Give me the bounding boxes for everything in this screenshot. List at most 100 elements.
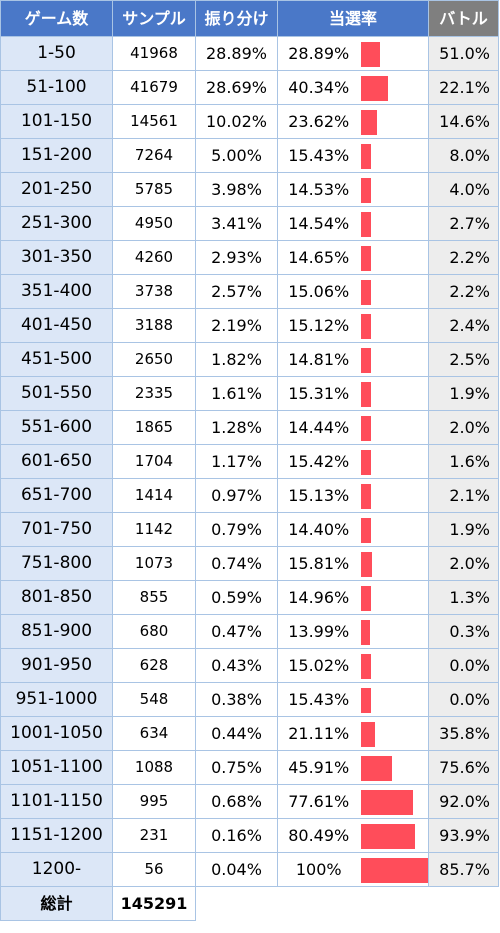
rate-bar-cell xyxy=(359,852,429,887)
table-row: 501-550 2335 1.61% 15.31% 1.9% xyxy=(0,376,499,411)
total-label: 総計 xyxy=(0,886,113,921)
rate-bar-cell xyxy=(359,376,429,411)
games-cell: 401-450 xyxy=(0,308,113,343)
battle-cell: 2.1% xyxy=(428,478,499,513)
rate-cell: 28.89% xyxy=(277,36,360,71)
rate-cell: 15.06% xyxy=(277,274,360,309)
samples-cell: 2335 xyxy=(112,376,196,411)
rate-cell: 14.54% xyxy=(277,206,360,241)
battle-cell: 0.0% xyxy=(428,682,499,717)
rate-bar xyxy=(360,722,375,747)
table-row: 1151-1200 231 0.16% 80.49% 93.9% xyxy=(0,818,499,853)
table-row: 151-200 7264 5.00% 15.43% 8.0% xyxy=(0,138,499,173)
share-cell: 28.69% xyxy=(195,70,278,105)
header-row: ゲーム数 サンプル 振り分け 当選率 バトル xyxy=(0,0,499,37)
rate-bar xyxy=(360,858,428,883)
rate-cell: 21.11% xyxy=(277,716,360,751)
share-cell: 1.82% xyxy=(195,342,278,377)
battle-cell: 0.0% xyxy=(428,648,499,683)
share-cell: 2.19% xyxy=(195,308,278,343)
header-share: 振り分け xyxy=(195,0,278,37)
share-cell: 0.43% xyxy=(195,648,278,683)
games-cell: 151-200 xyxy=(0,138,113,173)
samples-cell: 7264 xyxy=(112,138,196,173)
battle-cell: 35.8% xyxy=(428,716,499,751)
table-row: 851-900 680 0.47% 13.99% 0.3% xyxy=(0,614,499,649)
total-row: 総計 145291 xyxy=(0,886,499,921)
games-cell: 1-50 xyxy=(0,36,113,71)
battle-cell: 2.7% xyxy=(428,206,499,241)
rate-cell: 14.44% xyxy=(277,410,360,445)
rate-bar-cell xyxy=(359,444,429,479)
table-row: 301-350 4260 2.93% 14.65% 2.2% xyxy=(0,240,499,275)
share-cell: 1.61% xyxy=(195,376,278,411)
samples-cell: 995 xyxy=(112,784,196,819)
rate-cell: 100% xyxy=(277,852,360,887)
rate-cell: 45.91% xyxy=(277,750,360,785)
battle-cell: 0.3% xyxy=(428,614,499,649)
share-cell: 0.75% xyxy=(195,750,278,785)
rate-cell: 77.61% xyxy=(277,784,360,819)
header-games: ゲーム数 xyxy=(0,0,113,37)
rate-bar-cell xyxy=(359,342,429,377)
rate-bar-cell xyxy=(359,138,429,173)
games-cell: 1200- xyxy=(0,852,113,887)
table-row: 701-750 1142 0.79% 14.40% 1.9% xyxy=(0,512,499,547)
table-body: 1-50 41968 28.89% 28.89% 51.0% 51-100 41679 28.… xyxy=(0,36,499,887)
samples-cell: 680 xyxy=(112,614,196,649)
rate-bar xyxy=(360,756,392,781)
battle-cell: 4.0% xyxy=(428,172,499,207)
battle-cell: 2.4% xyxy=(428,308,499,343)
table-row: 101-150 14561 10.02% 23.62% 14.6% xyxy=(0,104,499,139)
rate-bar-cell xyxy=(359,70,429,105)
samples-cell: 1088 xyxy=(112,750,196,785)
battle-cell: 2.0% xyxy=(428,546,499,581)
rate-cell: 15.43% xyxy=(277,138,360,173)
header-samples: サンプル xyxy=(112,0,196,37)
samples-cell: 4260 xyxy=(112,240,196,275)
samples-cell: 56 xyxy=(112,852,196,887)
rate-bar-cell xyxy=(359,512,429,547)
samples-cell: 41679 xyxy=(112,70,196,105)
games-cell: 351-400 xyxy=(0,274,113,309)
rate-cell: 15.42% xyxy=(277,444,360,479)
rate-bar xyxy=(360,42,380,67)
total-empty-cell xyxy=(428,886,499,921)
rate-bar-cell xyxy=(359,308,429,343)
rate-cell: 14.40% xyxy=(277,512,360,547)
table-row: 451-500 2650 1.82% 14.81% 2.5% xyxy=(0,342,499,377)
battle-cell: 1.9% xyxy=(428,512,499,547)
samples-cell: 14561 xyxy=(112,104,196,139)
games-cell: 1101-1150 xyxy=(0,784,113,819)
share-cell: 0.68% xyxy=(195,784,278,819)
rate-bar-cell xyxy=(359,580,429,615)
rate-bar xyxy=(360,484,371,509)
samples-cell: 548 xyxy=(112,682,196,717)
games-cell: 751-800 xyxy=(0,546,113,581)
share-cell: 0.97% xyxy=(195,478,278,513)
total-value: 145291 xyxy=(112,886,196,921)
samples-cell: 41968 xyxy=(112,36,196,71)
games-cell: 1051-1100 xyxy=(0,750,113,785)
table-row: 901-950 628 0.43% 15.02% 0.0% xyxy=(0,648,499,683)
table-row: 1200- 56 0.04% 100% 85.7% xyxy=(0,852,499,887)
battle-cell: 14.6% xyxy=(428,104,499,139)
total-empty-cell xyxy=(195,886,278,921)
battle-cell: 8.0% xyxy=(428,138,499,173)
table-row: 351-400 3738 2.57% 15.06% 2.2% xyxy=(0,274,499,309)
rate-bar xyxy=(360,348,371,373)
battle-cell: 93.9% xyxy=(428,818,499,853)
battle-cell: 2.2% xyxy=(428,240,499,275)
games-cell: 201-250 xyxy=(0,172,113,207)
rate-cell: 40.34% xyxy=(277,70,360,105)
table-row: 651-700 1414 0.97% 15.13% 2.1% xyxy=(0,478,499,513)
rate-bar xyxy=(360,620,370,645)
rate-bar xyxy=(360,824,415,849)
battle-cell: 1.3% xyxy=(428,580,499,615)
header-rate: 当選率 xyxy=(277,0,429,37)
share-cell: 1.17% xyxy=(195,444,278,479)
table-row: 1-50 41968 28.89% 28.89% 51.0% xyxy=(0,36,499,71)
rate-bar-cell xyxy=(359,546,429,581)
battle-cell: 75.6% xyxy=(428,750,499,785)
rate-cell: 15.12% xyxy=(277,308,360,343)
